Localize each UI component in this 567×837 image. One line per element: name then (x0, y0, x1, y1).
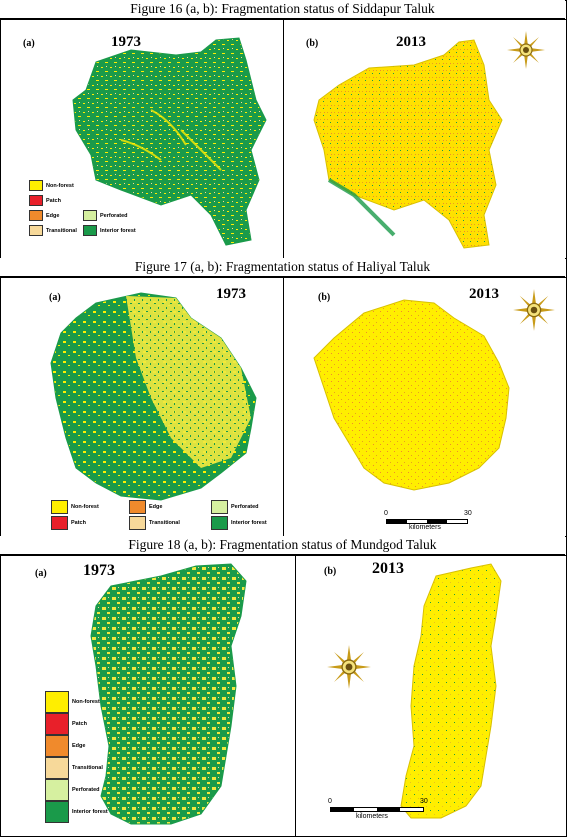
mundgod-2013-panel: (b) 2013 0 30 kilometers (295, 555, 567, 837)
figure-17-caption: Figure 17 (a, b): Fragmentation status o… (0, 258, 565, 277)
north-arrow-compass-icon (513, 289, 555, 331)
panel-label-a: (a) (49, 292, 61, 303)
legend-non-forest: Non-forest (29, 180, 74, 191)
north-arrow-compass-icon (327, 645, 371, 689)
year-label: 1973 (83, 562, 115, 579)
haliyal-1973-panel: (a) 1973 Non-forest Patch Edge Transitio… (0, 277, 284, 537)
legend-interior-forest: Interior forest (45, 801, 108, 823)
mundgod-2013-map (400, 563, 502, 819)
legend-edge: Edge (45, 735, 85, 757)
legend-patch: Patch (29, 195, 61, 206)
legend-edge: Edge (29, 210, 59, 221)
legend-transitional: Transitional (129, 516, 180, 530)
panel-label-b: (b) (306, 38, 319, 49)
mundgod-1973-map (90, 563, 247, 825)
haliyal-2013-map (313, 299, 510, 491)
panel-label-a: (a) (35, 568, 47, 579)
legend-perforated: Perforated (83, 210, 128, 221)
legend: Non-forest Patch Edge Transitional Perfo… (51, 500, 281, 532)
figure-16-caption: Figure 16 (a, b): Fragmentation status o… (0, 0, 565, 19)
scale-bar: 0 30 kilometers (328, 798, 428, 820)
siddapur-1973-map (72, 37, 267, 246)
siddapur-2013-panel: (b) 2013 (283, 19, 567, 259)
year-label: 1973 (216, 286, 246, 302)
panel-label-a: (a) (23, 38, 35, 49)
legend-non-forest: Non-forest (51, 500, 99, 514)
legend-interior-forest: Interior forest (83, 225, 136, 236)
legend: Non-forest Patch Edge Transitional Perfo… (29, 180, 179, 250)
legend-transitional: Transitional (29, 225, 77, 236)
year-label: 2013 (396, 34, 426, 50)
figure-18-caption: Figure 18 (a, b): Fragmentation status o… (0, 536, 565, 555)
legend-transitional: Transitional (45, 757, 103, 779)
legend-perforated: Perforated (211, 500, 259, 514)
siddapur-1973-panel: (a) 1973 Non-forest Patch Edge Transitio… (0, 19, 284, 259)
legend-non-forest: Non-forest (45, 691, 100, 713)
year-label: 2013 (372, 560, 404, 577)
scale-bar: 0 30 kilometers (384, 510, 472, 531)
year-label: 2013 (469, 286, 499, 302)
panel-label-b: (b) (324, 566, 337, 577)
legend-patch: Patch (51, 516, 86, 530)
panel-label-b: (b) (318, 292, 331, 303)
legend-perforated: Perforated (45, 779, 100, 801)
siddapur-2013-map (313, 39, 503, 249)
haliyal-1973-map (50, 292, 257, 501)
year-label: 1973 (111, 34, 141, 50)
mundgod-1973-panel: (a) 1973 Non-forest Patch Edge Transitio… (0, 555, 296, 837)
legend-interior-forest: Interior forest (211, 516, 267, 530)
north-arrow-compass-icon (507, 31, 545, 69)
legend-edge: Edge (129, 500, 162, 514)
legend-patch: Patch (45, 713, 87, 735)
legend: Non-forest Patch Edge Transitional Perfo… (45, 691, 125, 831)
haliyal-2013-panel: (b) 2013 0 30 kilometers (283, 277, 567, 537)
